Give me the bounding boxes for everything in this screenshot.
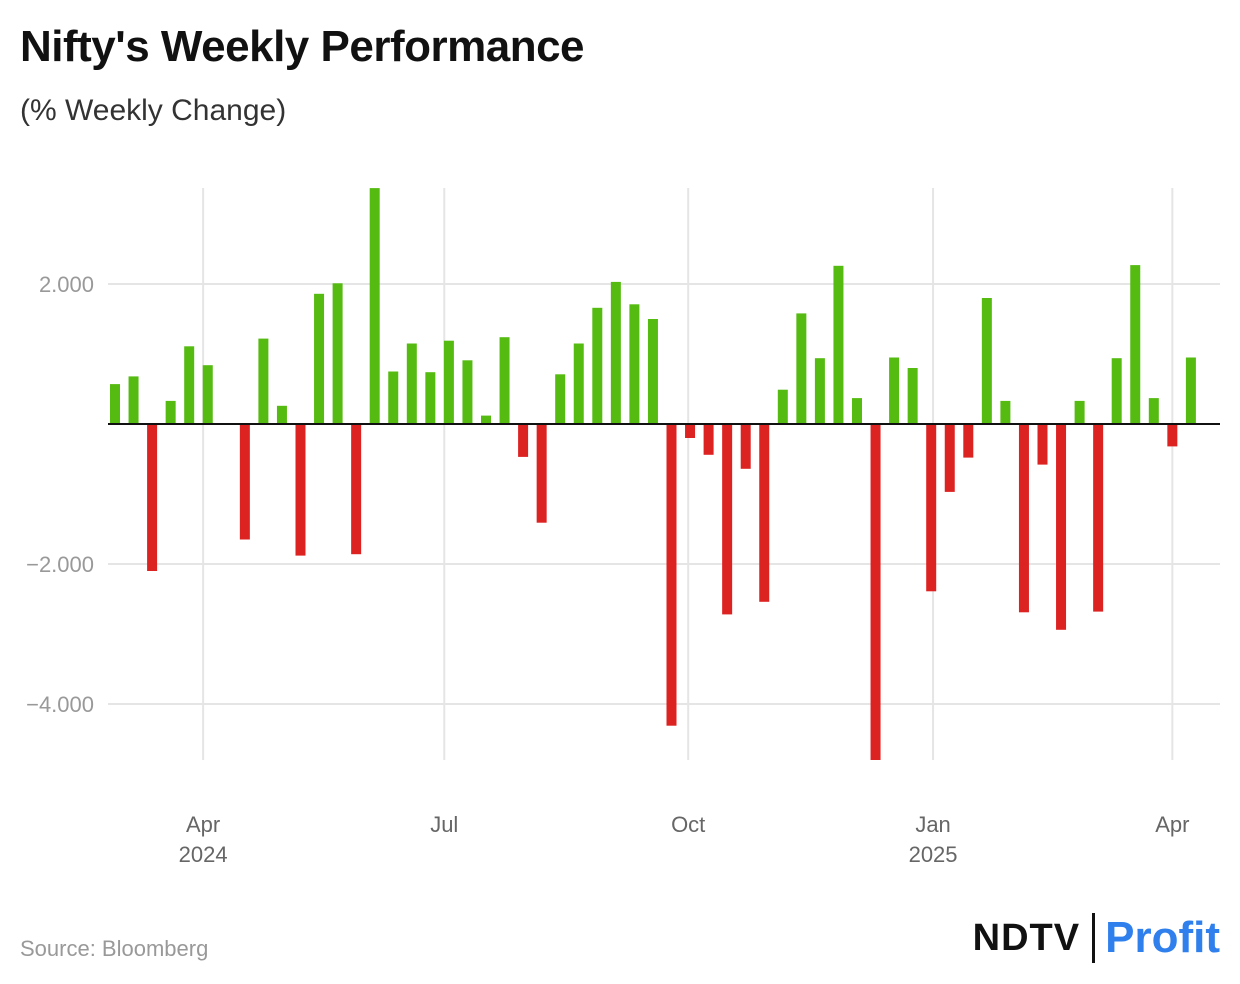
bar-negative: [703, 424, 714, 455]
bar-positive: [1000, 400, 1011, 424]
bar-positive: [1074, 400, 1085, 424]
x-tick-label: Apr: [186, 812, 220, 837]
bar-positive: [462, 360, 473, 424]
bar-positive: [814, 358, 825, 424]
x-tick-label: Apr: [1155, 812, 1189, 837]
bar-positive: [852, 398, 862, 424]
bar-positive: [1185, 357, 1196, 424]
y-tick-label: 2.000: [39, 272, 94, 297]
bar-positive: [165, 400, 176, 424]
bar-negative: [295, 424, 306, 556]
bar-positive: [276, 405, 287, 424]
bar-positive: [425, 372, 436, 424]
logo-ndtv-text: NDTV: [972, 916, 1081, 959]
bar-negative: [870, 424, 881, 760]
bar-positive: [499, 337, 510, 424]
bar-positive: [110, 384, 120, 424]
y-tick-label: −4.000: [26, 692, 94, 717]
bar-positive: [184, 346, 195, 424]
bar-positive: [629, 304, 640, 424]
bar-positive: [1130, 265, 1141, 424]
chart-subtitle: (% Weekly Change): [20, 94, 287, 127]
bar-positive: [555, 374, 566, 424]
bar-positive: [202, 365, 213, 424]
bar-negative: [926, 424, 937, 592]
bar-positive: [981, 298, 992, 424]
bar-positive: [833, 265, 844, 424]
bar-negative: [351, 424, 362, 555]
bar-positive: [592, 307, 603, 424]
bar-positive: [406, 343, 417, 424]
x-tick-year: 2025: [909, 842, 958, 867]
bar-positive: [1148, 398, 1159, 424]
bar-positive: [777, 389, 788, 424]
bar-negative: [1037, 424, 1048, 465]
bar-negative: [963, 424, 974, 458]
bar-negative: [685, 424, 696, 438]
bar-negative: [239, 424, 250, 540]
bar-positive: [258, 338, 269, 424]
bar-negative: [1167, 424, 1178, 447]
logo-divider: [1092, 913, 1096, 963]
bar-negative: [1056, 424, 1067, 630]
bar-negative: [1093, 424, 1104, 612]
bar-positive: [610, 281, 621, 424]
bar-positive: [388, 371, 399, 424]
bar-positive: [573, 343, 584, 424]
bar-positive: [907, 368, 918, 424]
grid-lines: [108, 188, 1220, 760]
bar-negative: [147, 424, 158, 571]
y-tick-label: −2.000: [26, 552, 94, 577]
bar-positive: [128, 376, 139, 424]
x-axis: Apr 2024 Jul Oct Jan 2025 Apr: [179, 812, 1190, 867]
bar-positive: [332, 283, 343, 424]
bar-positive: [889, 357, 900, 424]
bar-negative: [722, 424, 733, 615]
chart-title: Nifty's Weekly Performance: [20, 22, 585, 71]
bar-negative: [666, 424, 677, 726]
bar-positive: [796, 313, 807, 424]
x-tick-label: Jan: [915, 812, 950, 837]
y-axis: 2.000 −2.000 −4.000: [26, 272, 94, 717]
bar-negative: [740, 424, 751, 469]
bar-positive: [647, 319, 658, 424]
source-note: Source: Bloomberg: [20, 936, 209, 961]
x-tick-label: Jul: [430, 812, 458, 837]
bars: [110, 188, 1196, 760]
bar-negative: [944, 424, 955, 492]
bar-negative: [759, 424, 770, 602]
ndtv-profit-logo: NDTV Profit: [973, 910, 1220, 966]
bar-positive: [1111, 358, 1122, 424]
bar-positive: [369, 188, 380, 424]
x-tick-year: 2024: [179, 842, 228, 867]
bar-positive: [443, 340, 454, 424]
bar-negative: [518, 424, 529, 457]
bar-negative: [1018, 424, 1029, 613]
x-tick-label: Oct: [671, 812, 705, 837]
bar-positive: [481, 415, 491, 424]
logo-profit-text: Profit: [1105, 913, 1220, 962]
bar-positive: [314, 293, 325, 424]
bar-negative: [536, 424, 547, 523]
